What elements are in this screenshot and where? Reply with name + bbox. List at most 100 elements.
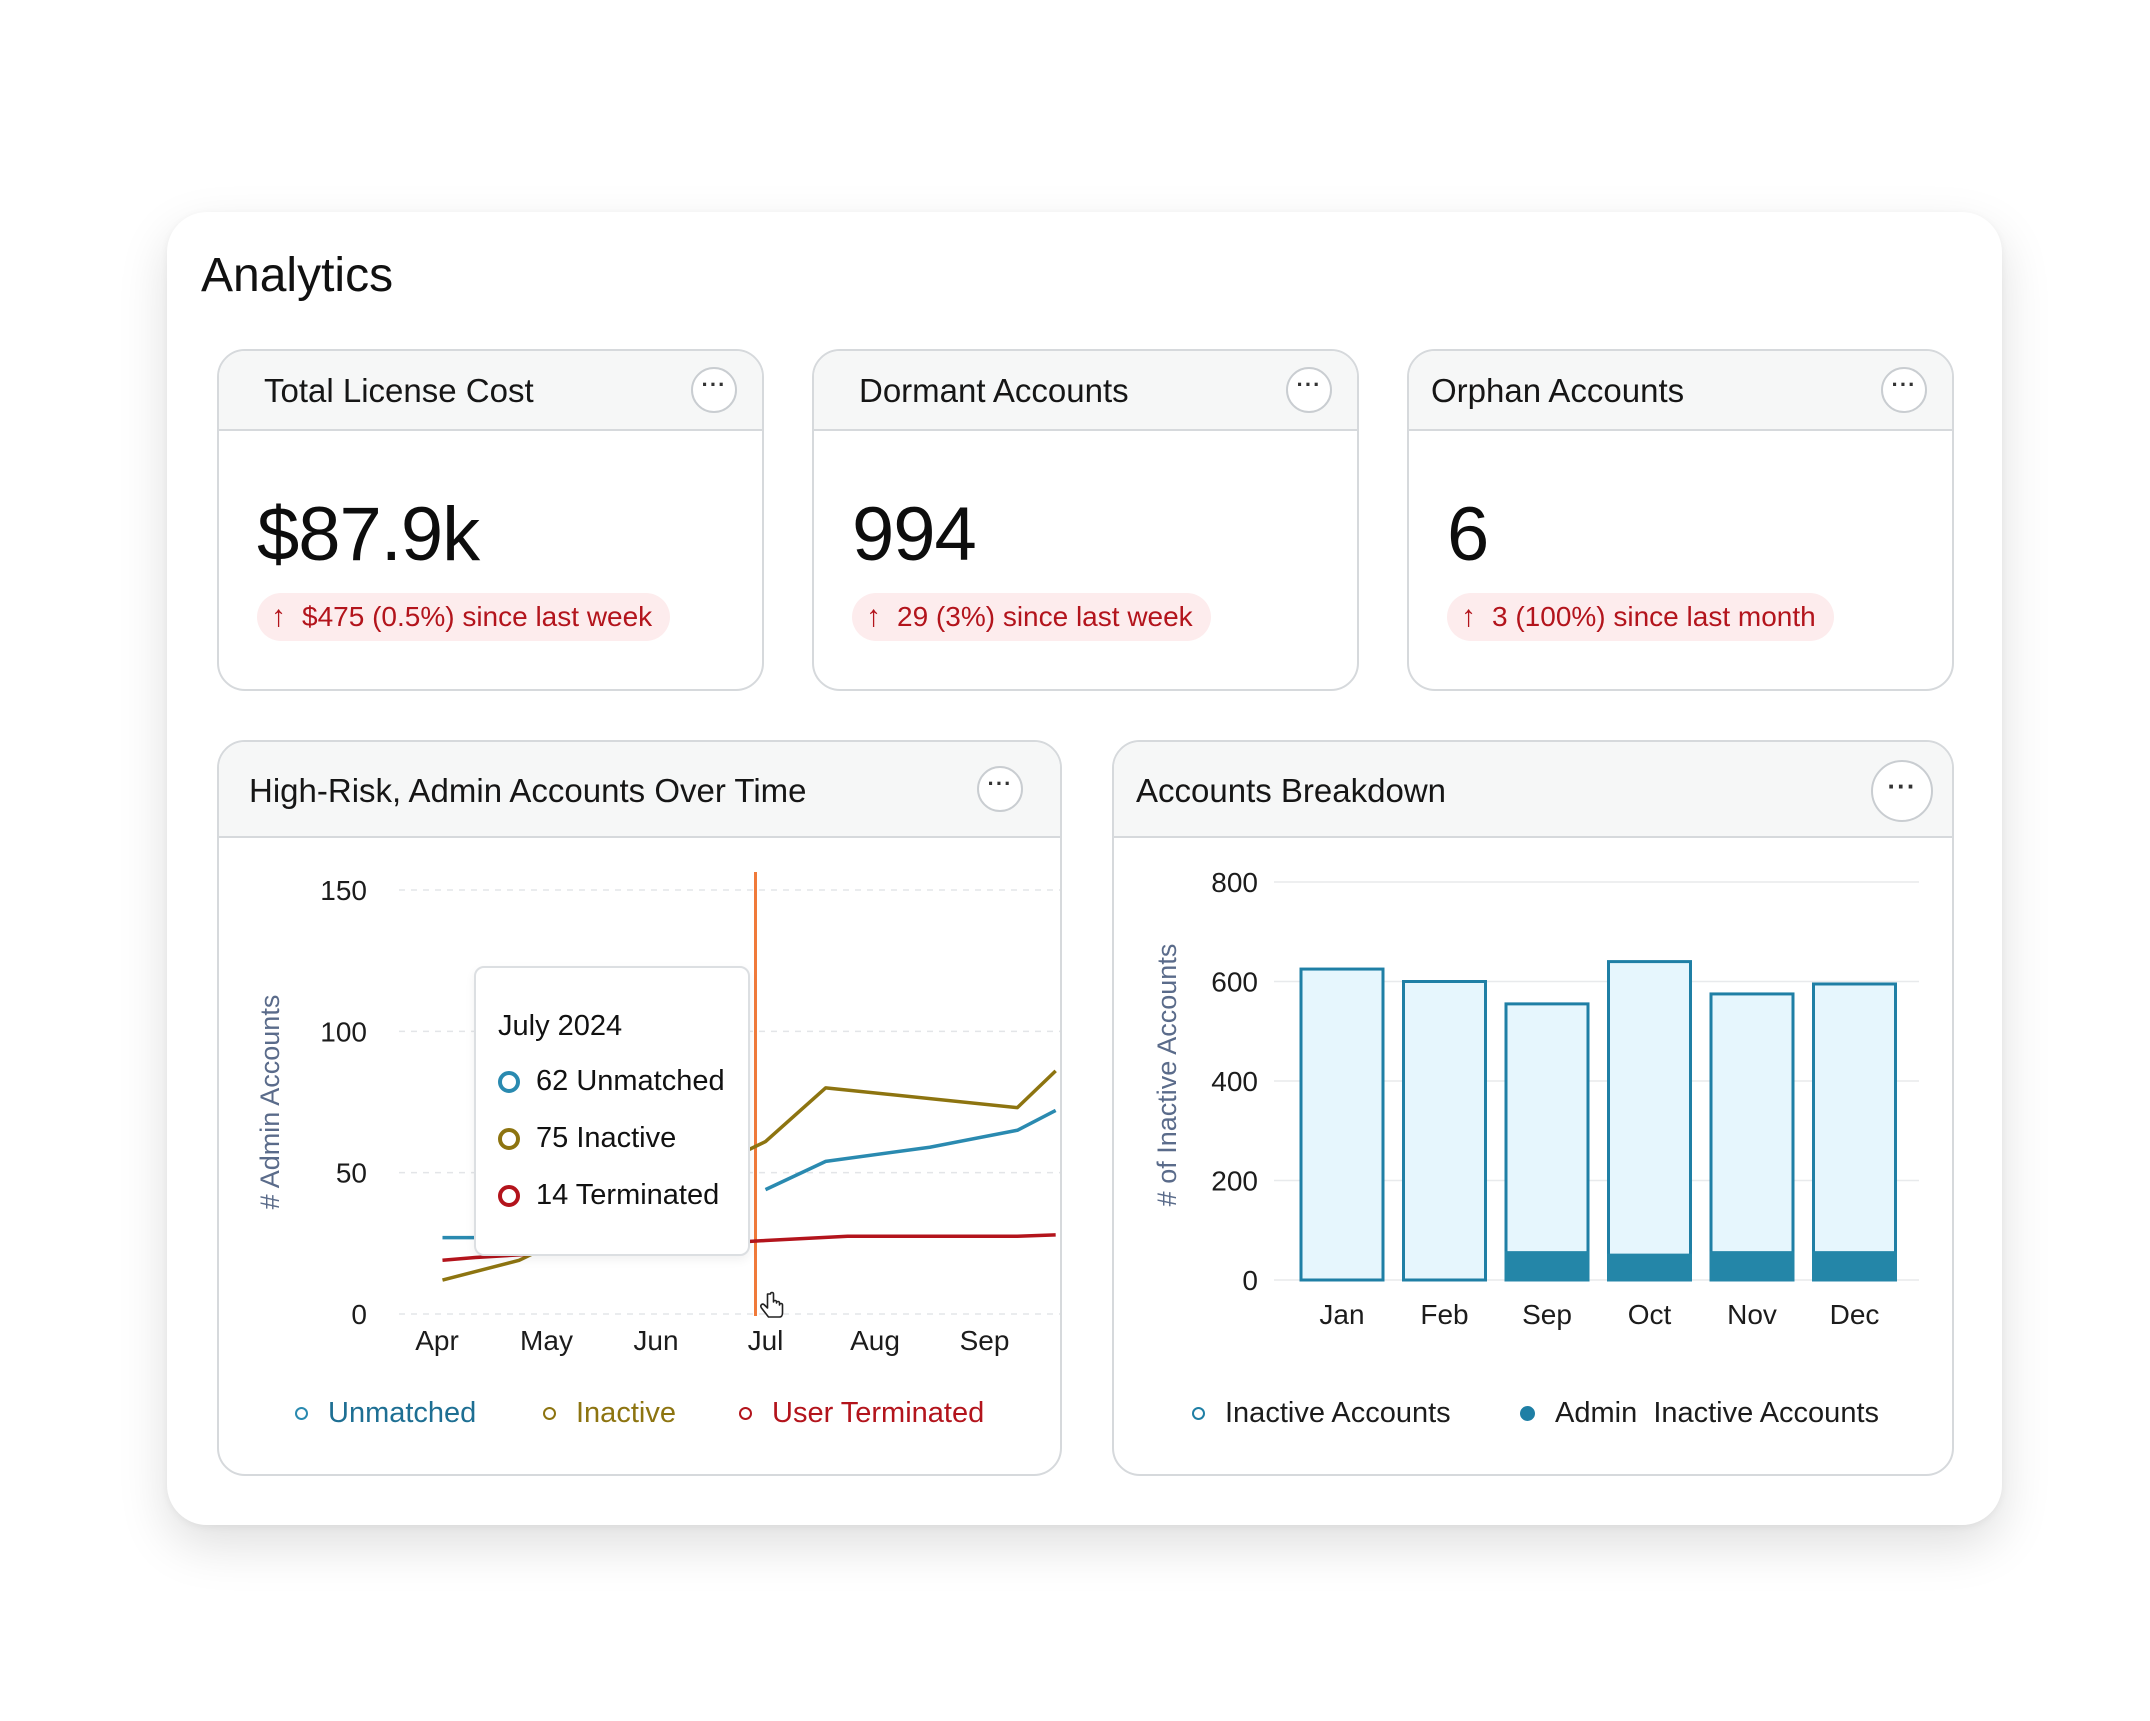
x-tick-label: Nov xyxy=(1727,1299,1777,1330)
arrow-up-icon: ↑ xyxy=(271,600,286,633)
ellipsis-icon: ··· xyxy=(987,771,1013,796)
ring-marker-icon xyxy=(498,1184,520,1207)
x-tick-label: Jul xyxy=(748,1325,784,1356)
legend-marker-icon xyxy=(1520,1406,1535,1421)
bar-inactive-sep xyxy=(1504,1002,1590,1282)
metric-card-total-license-cost: Total License Cost ··· $87.9k ↑ $475 (0.… xyxy=(217,349,764,691)
more-options-button[interactable]: ··· xyxy=(977,766,1023,812)
line-chart[interactable]: 0 50 100 150 Apr May Jun Jul Aug Sep # Admin Accou… xyxy=(219,742,1062,1476)
card-header: High-Risk, Admin Accounts Over Time ··· xyxy=(219,742,1060,838)
x-tick-label: Jan xyxy=(1319,1299,1364,1330)
card-title: Orphan Accounts xyxy=(1431,372,1685,409)
legend-label: Unmatched xyxy=(328,1397,477,1429)
legend-item-user-terminated[interactable]: User Terminated xyxy=(739,1397,984,1430)
delta-text: 29 (3%) since last week xyxy=(897,601,1193,632)
ring-marker-icon xyxy=(498,1070,520,1093)
x-tick-label: Apr xyxy=(415,1325,459,1356)
y-axis-label: # Admin Accounts xyxy=(255,995,285,1210)
series-line-unmatched xyxy=(764,1108,1057,1192)
x-tick-label: Sep xyxy=(1522,1299,1572,1330)
hand-cursor-shape xyxy=(760,1291,784,1318)
ellipsis-icon: ··· xyxy=(1887,770,1917,801)
y-tick-label: 200 xyxy=(1211,1166,1258,1197)
card-header: Dormant Accounts ··· xyxy=(814,351,1357,431)
y-tick-label: 0 xyxy=(1242,1265,1258,1296)
metric-card-dormant-accounts: Dormant Accounts ··· 994 ↑ 29 (3%) since… xyxy=(812,349,1359,691)
legend-marker-icon xyxy=(543,1407,556,1420)
arrow-up-icon: ↑ xyxy=(1461,600,1476,633)
more-options-button[interactable]: ··· xyxy=(1881,367,1927,413)
chart-tooltip: July 2024 62 Unmatched 75 Inactive 14 Te… xyxy=(474,966,750,1256)
y-tick-label: 800 xyxy=(1211,867,1258,898)
tooltip-row-inactive: 75 Inactive xyxy=(498,1122,676,1155)
page-title: Analytics xyxy=(201,249,394,302)
x-tick-label: Oct xyxy=(1628,1299,1672,1330)
tooltip-row-text: 14 Terminated xyxy=(536,1179,720,1211)
y-tick-label: 150 xyxy=(320,875,367,906)
metric-value: 6 xyxy=(1447,492,1489,577)
card-title: Total License Cost xyxy=(264,372,534,409)
y-tick-label: 50 xyxy=(336,1158,367,1189)
card-header: Total License Cost ··· xyxy=(219,351,762,431)
tooltip-row-text: 62 Unmatched xyxy=(536,1065,725,1097)
series-line-inactive xyxy=(442,1069,1057,1282)
tooltip-title: July 2024 xyxy=(498,1010,623,1042)
legend-item-inactive-accounts[interactable]: Inactive Accounts xyxy=(1192,1397,1451,1430)
legend-label: Admin Inactive Accounts xyxy=(1555,1397,1879,1429)
card-title: Dormant Accounts xyxy=(859,372,1129,409)
ellipsis-icon: ··· xyxy=(701,372,727,397)
y-tick-label: 400 xyxy=(1211,1066,1258,1097)
card-title: High-Risk, Admin Accounts Over Time xyxy=(249,772,807,809)
card-header: Accounts Breakdown ··· xyxy=(1114,742,1952,838)
ellipsis-icon: ··· xyxy=(1296,372,1322,397)
x-tick-label: May xyxy=(520,1325,573,1356)
card-header: Orphan Accounts ··· xyxy=(1409,351,1952,431)
delta-text: 3 (100%) since last month xyxy=(1492,601,1816,632)
ellipsis-icon: ··· xyxy=(1891,372,1917,397)
legend-label: Inactive Accounts xyxy=(1225,1397,1451,1429)
legend-marker-icon xyxy=(739,1407,752,1420)
bar-chart[interactable]: 0 200 400 600 800 # of Inactive Accounts Jan Fe… xyxy=(1114,742,1954,1476)
delta-badge: ↑ 29 (3%) since last week xyxy=(852,593,1211,641)
arrow-up-icon: ↑ xyxy=(866,600,881,633)
y-tick-label: 100 xyxy=(320,1016,367,1047)
bar-inactive-dec xyxy=(1812,982,1897,1282)
delta-badge: ↑ 3 (100%) since last month xyxy=(1447,593,1834,641)
legend-marker-icon xyxy=(1192,1407,1205,1420)
x-tick-label: Sep xyxy=(960,1325,1010,1356)
line-chart-card: High-Risk, Admin Accounts Over Time ··· … xyxy=(217,740,1062,1476)
series-line-terminated xyxy=(442,1233,1056,1263)
legend-label: User Terminated xyxy=(772,1397,985,1429)
y-tick-label: 600 xyxy=(1211,967,1258,998)
bar-admin-nov xyxy=(1709,1251,1795,1282)
bar-inactive-jan xyxy=(1299,967,1385,1282)
tooltip-row-text: 75 Inactive xyxy=(536,1122,677,1154)
hand-cursor-icon xyxy=(760,1291,784,1318)
legend-item-unmatched[interactable]: Unmatched xyxy=(295,1397,476,1430)
bar-inactive-oct xyxy=(1607,960,1692,1282)
legend-label: Inactive xyxy=(576,1397,676,1429)
bar-inactive-nov xyxy=(1709,992,1795,1282)
y-tick-label: 0 xyxy=(351,1299,367,1330)
more-options-button[interactable]: ··· xyxy=(1871,760,1933,822)
bar-admin-oct xyxy=(1607,1253,1692,1282)
y-axis-label: # of Inactive Accounts xyxy=(1152,944,1182,1207)
delta-text: $475 (0.5%) since last week xyxy=(302,601,653,632)
analytics-panel: Analytics Total License Cost ··· $87.9k … xyxy=(167,212,2002,1525)
metric-card-orphan-accounts: Orphan Accounts ··· 6 ↑ 3 (100%) since l… xyxy=(1407,349,1954,691)
delta-badge: ↑ $475 (0.5%) since last week xyxy=(257,593,671,641)
more-options-button[interactable]: ··· xyxy=(691,367,737,413)
metric-value: 994 xyxy=(852,492,977,577)
x-tick-label: Jun xyxy=(633,1325,678,1356)
bar-inactive-feb xyxy=(1402,980,1487,1282)
legend-item-inactive[interactable]: Inactive xyxy=(543,1397,676,1430)
card-title: Accounts Breakdown xyxy=(1136,772,1447,809)
ring-marker-icon xyxy=(498,1127,520,1150)
bar-admin-sep xyxy=(1504,1251,1590,1282)
legend-item-admin-inactive-accounts[interactable]: Admin Inactive Accounts xyxy=(1520,1397,1879,1430)
bar-admin-dec xyxy=(1812,1251,1897,1282)
bar-chart-card: Accounts Breakdown ··· 0 200 400 600 800 # of… xyxy=(1112,740,1954,1476)
more-options-button[interactable]: ··· xyxy=(1286,367,1332,413)
x-tick-label: Aug xyxy=(850,1325,900,1356)
tooltip-row-unmatched: 62 Unmatched xyxy=(498,1065,725,1098)
